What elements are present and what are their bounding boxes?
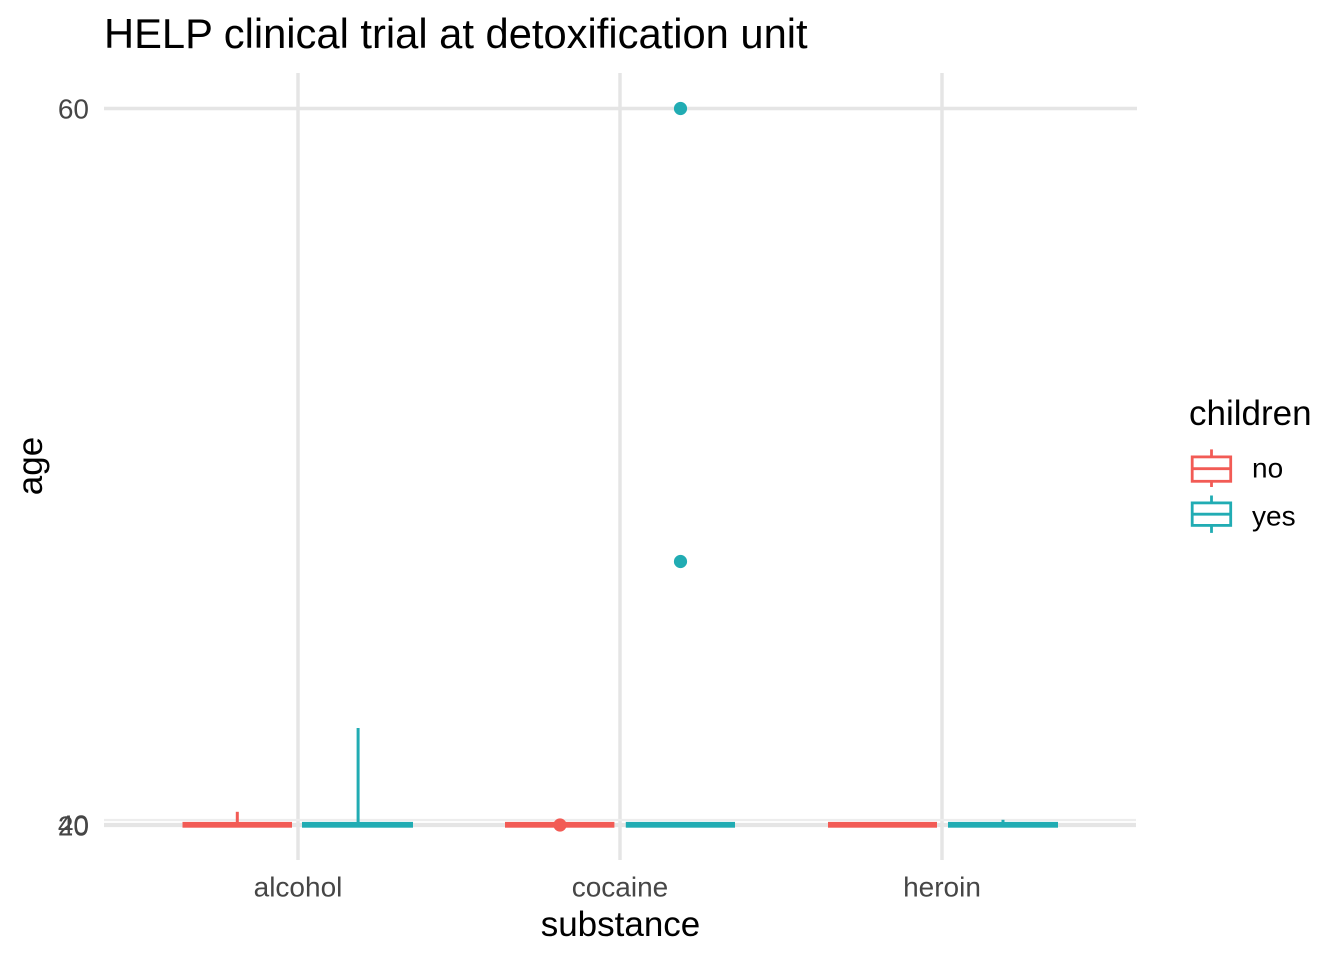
- svg-text:HELP clinical trial at detoxif: HELP clinical trial at detoxification un…: [104, 10, 808, 57]
- svg-text:age: age: [11, 437, 50, 495]
- svg-text:20: 20: [58, 811, 89, 842]
- svg-text:alcohol: alcohol: [254, 872, 343, 903]
- svg-text:children: children: [1189, 394, 1312, 433]
- svg-text:60: 60: [58, 94, 89, 125]
- svg-text:heroin: heroin: [903, 872, 981, 903]
- svg-text:cocaine: cocaine: [572, 872, 669, 903]
- svg-text:40: 40: [58, 809, 89, 840]
- svg-text:no: no: [1252, 453, 1283, 484]
- svg-text:substance: substance: [541, 905, 701, 944]
- svg-text:yes: yes: [1252, 501, 1296, 532]
